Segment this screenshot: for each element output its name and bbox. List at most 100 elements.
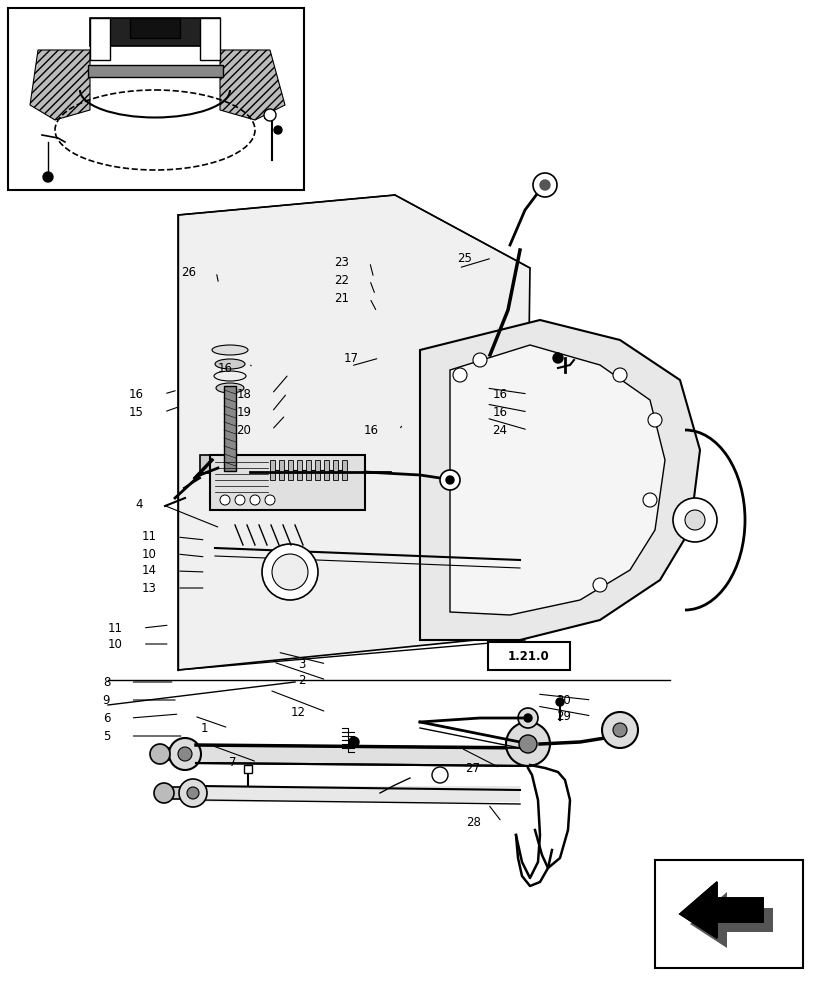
Bar	[90, 18, 110, 60]
Bar	[164, 787, 192, 799]
Bar	[288, 460, 293, 480]
Text: 11: 11	[142, 530, 157, 544]
Polygon shape	[680, 882, 763, 938]
Circle shape	[673, 498, 717, 542]
Text: 17: 17	[344, 352, 359, 364]
Text: 21: 21	[335, 292, 349, 304]
Ellipse shape	[216, 383, 244, 393]
Polygon shape	[178, 195, 530, 670]
Ellipse shape	[215, 359, 245, 369]
Circle shape	[154, 783, 174, 803]
Circle shape	[533, 173, 557, 197]
Bar	[200, 786, 520, 802]
Circle shape	[178, 747, 192, 761]
Circle shape	[648, 413, 662, 427]
Text: 8: 8	[103, 676, 110, 688]
Circle shape	[602, 712, 638, 748]
Text: 16: 16	[364, 424, 379, 436]
Circle shape	[540, 180, 550, 190]
Text: 16: 16	[493, 387, 508, 400]
Circle shape	[553, 353, 563, 363]
Text: 3: 3	[299, 658, 306, 670]
Text: 16: 16	[493, 406, 508, 418]
Circle shape	[432, 767, 448, 783]
Text: 22: 22	[335, 273, 349, 286]
Bar	[224, 386, 236, 471]
Bar	[306, 460, 311, 480]
Text: 13: 13	[142, 582, 157, 594]
Bar	[200, 455, 250, 473]
Bar	[297, 460, 302, 480]
Circle shape	[518, 708, 538, 728]
Circle shape	[519, 735, 537, 753]
Circle shape	[262, 544, 318, 600]
Text: 7: 7	[229, 756, 237, 768]
Text: 24: 24	[493, 424, 508, 436]
Bar	[90, 18, 220, 46]
Polygon shape	[680, 882, 763, 938]
Circle shape	[593, 578, 607, 592]
Circle shape	[264, 109, 276, 121]
Polygon shape	[420, 320, 700, 640]
Text: 12: 12	[291, 706, 306, 718]
Polygon shape	[450, 345, 665, 615]
Circle shape	[43, 172, 53, 182]
Text: 25: 25	[457, 251, 472, 264]
Text: 14: 14	[142, 564, 157, 578]
Ellipse shape	[212, 345, 248, 355]
Text: 15: 15	[129, 406, 144, 418]
Text: 10: 10	[108, 638, 122, 650]
Circle shape	[272, 554, 308, 590]
Text: 29: 29	[557, 710, 571, 722]
Bar	[8, 8, 304, 190]
Circle shape	[349, 737, 359, 747]
Circle shape	[453, 368, 467, 382]
Circle shape	[187, 787, 199, 799]
Bar	[488, 642, 570, 670]
Circle shape	[524, 714, 532, 722]
Circle shape	[613, 368, 627, 382]
Text: 5: 5	[103, 730, 110, 742]
Text: 16: 16	[218, 361, 233, 374]
Circle shape	[440, 470, 460, 490]
Circle shape	[556, 698, 564, 706]
Text: 11: 11	[108, 621, 122, 635]
Text: 2: 2	[299, 674, 306, 686]
Text: 23: 23	[335, 255, 349, 268]
Bar	[315, 460, 320, 480]
Bar	[655, 860, 803, 968]
Text: 27: 27	[465, 762, 480, 774]
Bar	[279, 460, 284, 480]
Bar	[200, 18, 220, 60]
Text: 16: 16	[129, 387, 144, 400]
Circle shape	[446, 476, 454, 484]
Bar	[130, 18, 180, 38]
Text: 28: 28	[467, 816, 481, 828]
Text: 26: 26	[181, 265, 196, 278]
Text: 18: 18	[237, 387, 251, 400]
Bar	[333, 460, 338, 480]
Circle shape	[613, 723, 627, 737]
Text: 4: 4	[135, 498, 143, 512]
Polygon shape	[220, 50, 285, 120]
Bar	[88, 65, 223, 77]
Text: 9: 9	[103, 694, 110, 706]
Circle shape	[473, 353, 487, 367]
Circle shape	[179, 779, 207, 807]
Circle shape	[150, 744, 170, 764]
Bar	[244, 765, 252, 773]
Circle shape	[235, 495, 245, 505]
Circle shape	[643, 493, 657, 507]
Circle shape	[220, 495, 230, 505]
Circle shape	[274, 126, 282, 134]
Circle shape	[250, 495, 260, 505]
Bar	[160, 748, 188, 760]
Circle shape	[685, 510, 705, 530]
Polygon shape	[690, 892, 773, 948]
Circle shape	[506, 722, 550, 766]
Circle shape	[169, 738, 201, 770]
Text: 1.21.0: 1.21.0	[508, 650, 550, 662]
Bar	[270, 460, 275, 480]
Bar	[324, 460, 329, 480]
Bar	[210, 455, 365, 510]
